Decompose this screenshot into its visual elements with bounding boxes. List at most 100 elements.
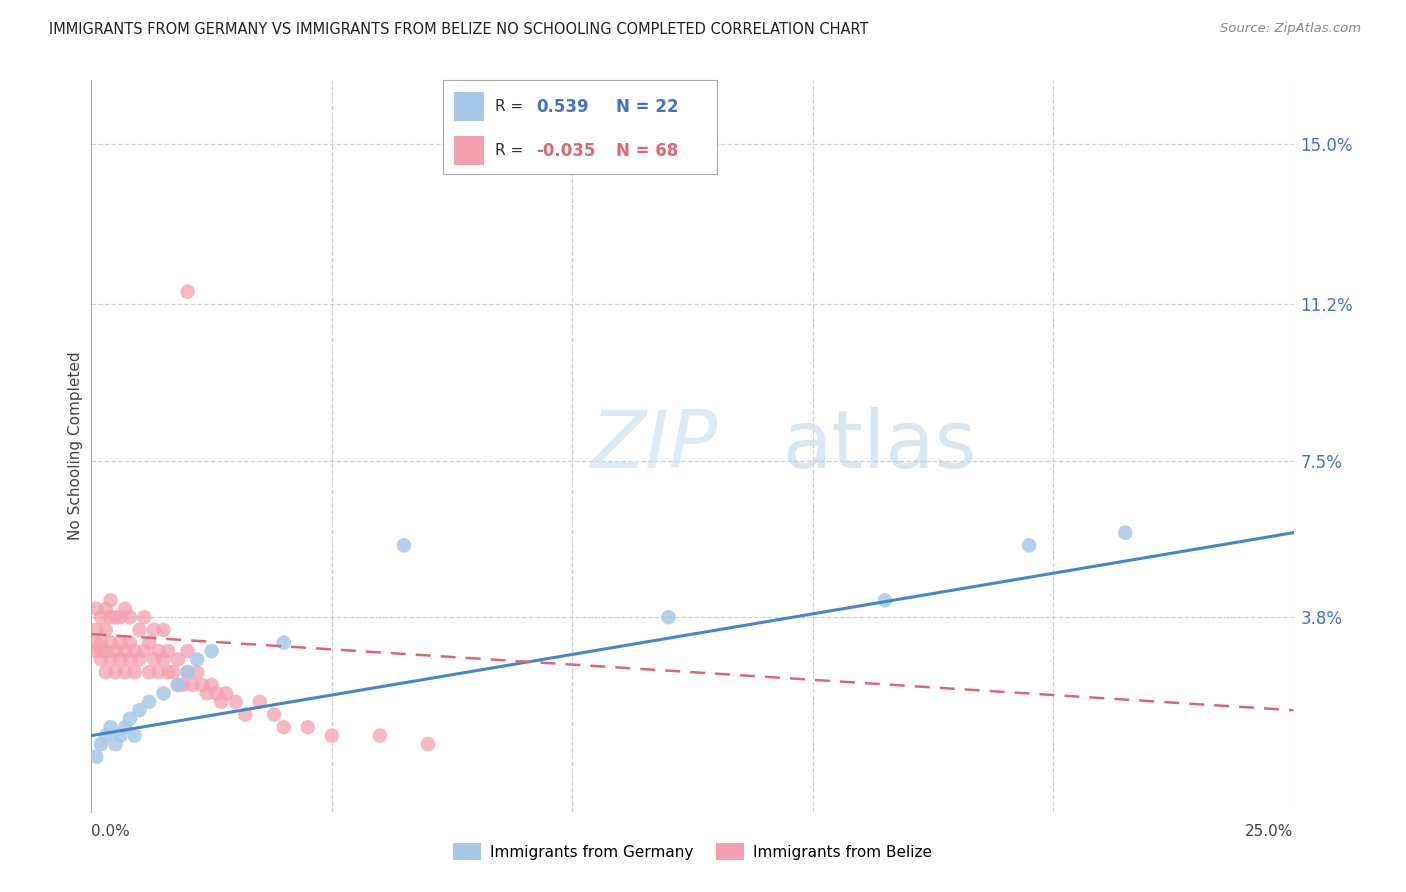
Point [167, 678, 190, 692]
Text: 0.539: 0.539 [536, 97, 589, 115]
Bar [454, 136, 484, 164]
Point [138, 665, 160, 680]
Point [84, 623, 107, 637]
Point [176, 665, 198, 680]
Point [321, 729, 343, 743]
Text: N = 22: N = 22 [616, 97, 678, 115]
Point [90, 644, 112, 658]
Point [114, 720, 136, 734]
Point [148, 665, 170, 680]
Point [90, 635, 112, 649]
Point [148, 644, 170, 658]
Point [152, 623, 174, 637]
Point [110, 729, 132, 743]
Point [209, 695, 232, 709]
Text: R =: R = [495, 99, 523, 114]
Point [100, 720, 122, 734]
Point [172, 678, 194, 692]
Point [176, 285, 198, 299]
Point [114, 644, 136, 658]
Point [84, 635, 107, 649]
Point [118, 635, 141, 649]
Text: IMMIGRANTS FROM GERMANY VS IMMIGRANTS FROM BELIZE NO SCHOOLING COMPLETED CORRELA: IMMIGRANTS FROM GERMANY VS IMMIGRANTS FR… [49, 22, 869, 37]
Legend: Immigrants from Germany, Immigrants from Belize: Immigrants from Germany, Immigrants from… [447, 838, 938, 866]
Point [134, 644, 156, 658]
Point [94, 601, 117, 615]
Point [94, 623, 117, 637]
Point [273, 635, 295, 649]
Point [114, 665, 136, 680]
Text: N = 68: N = 68 [616, 142, 678, 160]
Point [263, 707, 285, 722]
Point [195, 686, 218, 700]
Text: 0.0%: 0.0% [91, 824, 131, 839]
Point [157, 644, 180, 658]
Point [368, 729, 391, 743]
Point [225, 695, 247, 709]
Point [205, 686, 228, 700]
Text: atlas: atlas [783, 407, 977, 485]
Point [90, 737, 112, 751]
Point [657, 610, 679, 624]
Point [124, 644, 146, 658]
Point [176, 665, 198, 680]
Point [201, 678, 224, 692]
Point [94, 644, 117, 658]
Point [94, 729, 117, 743]
Point [138, 695, 160, 709]
Point [233, 707, 256, 722]
Point [134, 610, 156, 624]
Point [90, 652, 112, 666]
Point [167, 652, 190, 666]
Point [128, 652, 150, 666]
Point [273, 720, 295, 734]
Point [84, 601, 107, 615]
Point [110, 610, 132, 624]
Point [118, 652, 141, 666]
Point [249, 695, 271, 709]
Point [100, 610, 122, 624]
Point [1114, 525, 1136, 540]
Point [124, 665, 146, 680]
Point [90, 610, 112, 624]
Point [124, 729, 146, 743]
Point [128, 623, 150, 637]
Point [142, 623, 165, 637]
Point [110, 652, 132, 666]
Point [297, 720, 319, 734]
Text: ZIP: ZIP [591, 407, 717, 485]
Point [110, 635, 132, 649]
Point [104, 644, 127, 658]
Text: 25.0%: 25.0% [1246, 824, 1294, 839]
Point [94, 665, 117, 680]
Point [142, 652, 165, 666]
Point [215, 686, 238, 700]
Point [100, 593, 122, 607]
Point [186, 665, 208, 680]
Point [186, 652, 208, 666]
Point [100, 635, 122, 649]
Point [162, 665, 184, 680]
Point [118, 712, 141, 726]
Point [104, 610, 127, 624]
Point [104, 737, 127, 751]
Point [118, 610, 141, 624]
Point [873, 593, 896, 607]
Point [114, 601, 136, 615]
Point [84, 644, 107, 658]
Point [152, 686, 174, 700]
Bar [454, 93, 484, 120]
Point [416, 737, 439, 751]
Point [191, 678, 214, 692]
Point [1018, 538, 1040, 552]
Point [84, 749, 107, 764]
Point [176, 644, 198, 658]
Point [138, 635, 160, 649]
Point [157, 665, 180, 680]
Point [152, 652, 174, 666]
Text: Source: ZipAtlas.com: Source: ZipAtlas.com [1220, 22, 1361, 36]
Y-axis label: No Schooling Completed: No Schooling Completed [67, 351, 83, 541]
Point [167, 678, 190, 692]
Point [201, 644, 224, 658]
Point [128, 703, 150, 717]
